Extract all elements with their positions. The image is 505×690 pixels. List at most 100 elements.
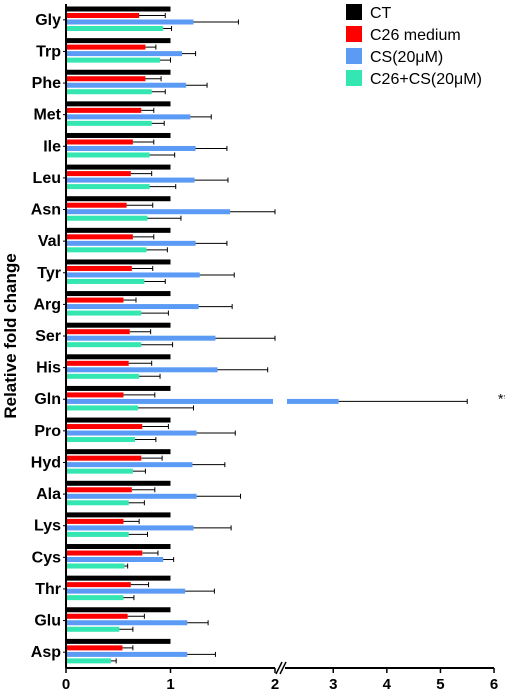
bar-cys-ct [66, 544, 171, 550]
category-label: Pro [34, 423, 61, 440]
bar-gln-ct [66, 385, 171, 391]
bar-hyd-ct [66, 449, 171, 455]
x-tick-label: 5 [436, 676, 444, 690]
bars-layer [66, 6, 339, 664]
bar-arg-c26-medium [66, 297, 124, 303]
bar-trp-c26-cs-20-m [66, 57, 161, 63]
bar-glu-ct [66, 607, 171, 613]
category-label: Gln [34, 391, 61, 408]
category-label: Lys [34, 518, 61, 535]
bar-ala-cs-20-m [66, 493, 197, 499]
bar-asn-c26-medium [66, 202, 127, 208]
bar-gln-c26-medium [66, 392, 124, 398]
bar-thr-ct [66, 575, 171, 581]
bar-gln-cs-20-m [66, 398, 273, 404]
bar-leu-ct [66, 164, 171, 170]
legend-label: CS(20μM) [370, 49, 443, 66]
labels-layer: Gly Trp Phe Met Ile Leu Asn Val Tyr Arg Ser His Gln P… [1, 12, 505, 690]
x-tick-label: 0 [62, 676, 70, 690]
bar-his-c26-medium [66, 360, 129, 366]
bar-his-cs-20-m [66, 367, 218, 373]
bar-lys-ct [66, 512, 171, 518]
bar-thr-cs-20-m [66, 588, 186, 594]
bar-leu-c26-medium [66, 171, 131, 177]
legend-label: CT [370, 5, 392, 22]
category-label: Gly [35, 12, 61, 29]
bar-trp-ct [66, 38, 171, 44]
bar-his-c26-cs-20-m [66, 373, 140, 379]
category-label: Trp [36, 43, 61, 60]
bar-phe-c26-medium [66, 76, 146, 82]
bar-asp-ct [66, 638, 171, 644]
bar-asn-c26-cs-20-m [66, 215, 148, 221]
category-label: Asn [31, 202, 61, 219]
bar-arg-c26-cs-20-m [66, 310, 142, 316]
bar-trp-cs-20-m [66, 51, 182, 57]
bar-glu-cs-20-m [66, 620, 188, 626]
bar-leu-cs-20-m [66, 177, 195, 183]
category-label: Val [38, 233, 61, 250]
bar-arg-cs-20-m [66, 304, 199, 310]
bar-glu-c26-cs-20-m [66, 626, 120, 632]
bar-ser-c26-cs-20-m [66, 342, 142, 348]
bar-tyr-c26-cs-20-m [66, 278, 145, 284]
legend: CT C26 medium CS(20μM) C26+CS(20μM) [346, 4, 482, 88]
bar-gln-cs-20-m-cont [287, 398, 339, 404]
bar-ser-c26-medium [66, 329, 130, 335]
bar-val-ct [66, 227, 171, 233]
x-tick-label: 6 [490, 676, 498, 690]
legend-swatch [346, 70, 362, 86]
bar-ser-cs-20-m [66, 335, 216, 341]
bar-asp-c26-medium [66, 645, 123, 651]
category-label: Phe [32, 75, 61, 92]
category-label: His [36, 360, 61, 377]
bar-his-ct [66, 354, 171, 360]
bar-gly-c26-cs-20-m [66, 26, 164, 31]
axis-break-mark [279, 661, 287, 675]
bar-pro-c26-medium [66, 424, 143, 430]
category-label: Tyr [37, 265, 61, 282]
category-label: Glu [34, 613, 61, 630]
bar-ile-cs-20-m [66, 145, 196, 151]
bar-pro-ct [66, 417, 171, 423]
category-label: Met [33, 107, 61, 124]
bar-lys-c26-cs-20-m [66, 531, 129, 537]
bar-glu-c26-medium [66, 613, 128, 619]
bar-phe-c26-cs-20-m [66, 89, 152, 95]
legend-label: C26 medium [370, 27, 461, 44]
bar-asn-cs-20-m [66, 209, 231, 215]
legend-swatch [346, 48, 362, 64]
bar-hyd-cs-20-m [66, 462, 193, 468]
bar-phe-ct [66, 69, 171, 75]
bar-ile-ct [66, 132, 171, 138]
bar-met-c26-medium [66, 107, 142, 113]
bar-val-cs-20-m [66, 240, 196, 246]
category-label: Cys [32, 549, 61, 566]
bar-gly-c26-medium [66, 13, 140, 18]
bar-met-ct [66, 101, 171, 107]
bar-tyr-ct [66, 259, 171, 265]
bar-hyd-c26-medium [66, 455, 142, 461]
category-label: Leu [33, 170, 61, 187]
bar-leu-c26-cs-20-m [66, 184, 150, 190]
category-label: Ala [36, 486, 61, 503]
legend-swatch [346, 26, 362, 42]
bar-thr-c26-cs-20-m [66, 595, 124, 601]
bar-ile-c26-medium [66, 139, 133, 145]
bar-lys-c26-medium [66, 518, 124, 524]
bar-thr-c26-medium [66, 582, 131, 588]
axes-layer [63, 4, 495, 675]
bar-gly-cs-20-m [66, 19, 194, 25]
bar-pro-c26-cs-20-m [66, 437, 135, 443]
bar-tyr-c26-medium [66, 265, 132, 271]
bar-val-c26-cs-20-m [66, 247, 147, 253]
bar-lys-cs-20-m [66, 525, 194, 531]
bar-met-cs-20-m [66, 114, 191, 120]
x-tick-label: 2 [271, 676, 279, 690]
bar-ser-ct [66, 322, 171, 328]
bar-arg-ct [66, 291, 171, 297]
y-axis-label: Relative fold change [1, 253, 20, 418]
significance-annotation: *** [498, 390, 505, 406]
x-tick-label: 3 [329, 676, 337, 690]
